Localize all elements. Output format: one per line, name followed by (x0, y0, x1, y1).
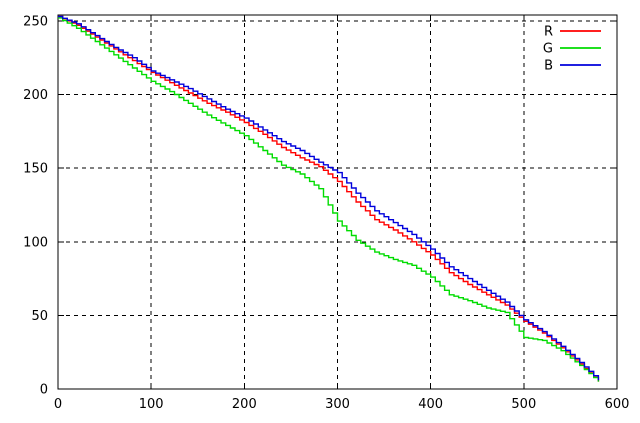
y-tick-label: 50 (31, 309, 48, 324)
x-tick-label: 500 (511, 397, 536, 412)
legend-label-G: G (543, 42, 553, 57)
y-tick-label: 200 (23, 88, 48, 103)
x-tick-label: 600 (605, 397, 630, 412)
y-tick-label: 100 (23, 235, 48, 250)
series-line-B (58, 15, 600, 381)
y-tick-label: 150 (23, 162, 48, 177)
x-tick-label: 300 (325, 397, 350, 412)
x-tick-label: 0 (54, 397, 62, 412)
legend-label-R: R (544, 25, 553, 40)
x-tick-label: 400 (418, 397, 443, 412)
x-tick-label: 200 (232, 397, 257, 412)
legend-label-B: B (544, 59, 553, 74)
y-tick-label: 0 (40, 383, 48, 398)
y-tick-label: 250 (23, 14, 48, 29)
x-tick-label: 100 (139, 397, 164, 412)
series-line-G (58, 17, 600, 382)
